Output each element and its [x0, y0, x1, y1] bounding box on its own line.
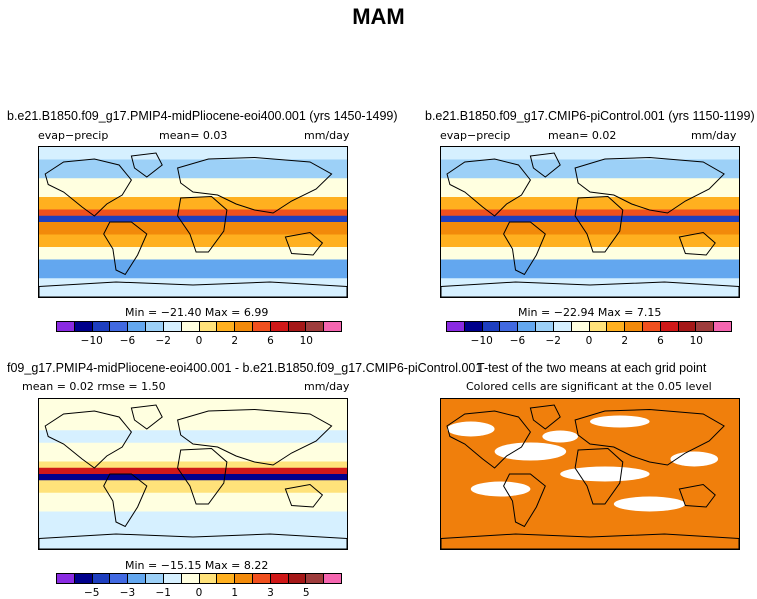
- panel4-title: T-test of the two means at each grid poi…: [477, 361, 707, 375]
- colorbar-swatch: [74, 322, 93, 331]
- panel2-map: [440, 146, 740, 298]
- colorbar-swatch: [288, 322, 307, 331]
- colorbar-tick-label: −10: [80, 335, 103, 347]
- colorbar-swatch: [306, 322, 325, 331]
- colorbar-swatch: [678, 322, 697, 331]
- panel2-field: [441, 147, 739, 297]
- colorbar-swatch: [92, 322, 111, 331]
- colorbar-tick-label: −5: [84, 587, 100, 599]
- colorbar-swatch: [181, 574, 200, 583]
- panel2-variable-label: evap−precip: [440, 129, 511, 142]
- panel2-minmax: Min = −22.94 Max = 7.15: [518, 306, 662, 319]
- colorbar-tick-label: 0: [585, 335, 593, 347]
- main-title: MAM: [352, 4, 405, 29]
- colorbar-tick-label: 10: [689, 335, 703, 347]
- colorbar-swatch: [146, 322, 164, 331]
- colorbar-swatch: [518, 322, 537, 331]
- panel1-variable-label: evap−precip: [38, 129, 109, 142]
- panel3-title: f09_g17.PMIP4-midPliocene-eoi400.001 - b…: [7, 361, 483, 375]
- colorbar-swatch: [217, 574, 236, 583]
- panel3-colorbar: −5 −3 −1 0 1 3 5: [56, 573, 342, 599]
- colorbar-swatch: [163, 322, 182, 331]
- colorbar-tick-label: −2: [155, 335, 171, 347]
- colorbar-swatch: [92, 574, 111, 583]
- panel3-units-label: mm/day: [304, 380, 350, 393]
- colorbar-tick-label: −2: [545, 335, 561, 347]
- panel1-field: [39, 147, 347, 297]
- colorbar-tick-label: −10: [470, 335, 493, 347]
- panel3-stats-label: mean = 0.02 rmse = 1.50: [22, 380, 166, 393]
- colorbar-swatch: [57, 322, 75, 331]
- colorbar-swatch: [306, 574, 325, 583]
- colorbar-swatch: [536, 322, 554, 331]
- colorbar-swatch: [714, 322, 731, 331]
- colorbar-swatch: [625, 322, 643, 331]
- colorbar-tick-label: 0: [195, 587, 203, 599]
- colorbar-swatch: [181, 322, 200, 331]
- colorbar-swatch: [128, 574, 147, 583]
- colorbar-tick-label: −6: [509, 335, 526, 347]
- colorbar-tick-label: 3: [267, 587, 274, 599]
- colorbar-tick-label: −1: [155, 587, 171, 599]
- colorbar-swatch: [500, 322, 519, 331]
- panel4-field: [441, 399, 739, 549]
- colorbar-tick-label: 1: [231, 587, 239, 599]
- colorbar-swatch: [324, 574, 341, 583]
- colorbar-tick-label: −3: [119, 587, 136, 599]
- colorbar-swatch: [482, 322, 501, 331]
- panel1-units-label: mm/day: [304, 129, 350, 142]
- colorbar-swatch: [252, 574, 271, 583]
- colorbar-swatch: [74, 574, 93, 583]
- colorbar-swatch: [447, 322, 465, 331]
- colorbar-swatch: [235, 574, 253, 583]
- colorbar-swatch: [199, 574, 218, 583]
- colorbar-tick-label: 6: [267, 335, 274, 347]
- colorbar-swatch: [217, 322, 236, 331]
- colorbar-swatch: [553, 322, 572, 331]
- colorbar-tick-label: 10: [299, 335, 313, 347]
- colorbar-swatch: [252, 322, 271, 331]
- colorbar-swatch: [270, 322, 289, 331]
- panel2-colorbar: −10 −6 −2 0 2 6 10: [446, 321, 732, 347]
- colorbar-swatch: [288, 574, 307, 583]
- colorbar-swatch: [464, 322, 483, 331]
- colorbar-swatch: [660, 322, 679, 331]
- panel1-mean-label: mean= 0.03: [159, 129, 228, 142]
- panel3-field: [39, 399, 347, 549]
- colorbar-swatch: [110, 322, 129, 331]
- colorbar-swatch: [270, 574, 289, 583]
- colorbar-swatch: [589, 322, 608, 331]
- colorbar-tick-label: 2: [231, 335, 239, 347]
- panel1-colorbar: −10 −6 −2 0 2 6 10: [56, 321, 342, 347]
- panel3-minmax: Min = −15.15 Max = 8.22: [125, 559, 269, 572]
- panel1-minmax: Min = −21.40 Max = 6.99: [125, 306, 269, 319]
- colorbar-swatch: [696, 322, 715, 331]
- colorbar-swatch: [110, 574, 129, 583]
- panel2-units-label: mm/day: [691, 129, 737, 142]
- colorbar-swatch: [607, 322, 626, 331]
- colorbar-tick-label: 2: [621, 335, 629, 347]
- panel4-subtitle: Colored cells are significant at the 0.0…: [466, 380, 712, 393]
- panel4-map: [440, 398, 740, 550]
- colorbar-tick-label: 0: [195, 335, 203, 347]
- panel2-title: b.e21.B1850.f09_g17.CMIP6-piControl.001 …: [425, 109, 755, 123]
- colorbar-swatch: [571, 322, 590, 331]
- panel2-mean-label: mean= 0.02: [548, 129, 617, 142]
- colorbar-swatch: [199, 322, 218, 331]
- panel3-map: [38, 398, 348, 550]
- colorbar-swatch: [642, 322, 661, 331]
- colorbar-swatch: [57, 574, 75, 583]
- panel1-map: [38, 146, 348, 298]
- colorbar-tick-label: −6: [119, 335, 136, 347]
- colorbar-swatch: [235, 322, 253, 331]
- colorbar-tick-label: 6: [657, 335, 664, 347]
- colorbar-swatch: [163, 574, 182, 583]
- panel1-title: b.e21.B1850.f09_g17.PMIP4-midPliocene-eo…: [7, 109, 398, 123]
- colorbar-tick-label: 5: [302, 587, 310, 599]
- colorbar-swatch: [324, 322, 341, 331]
- colorbar-swatch: [146, 574, 164, 583]
- colorbar-swatch: [128, 322, 147, 331]
